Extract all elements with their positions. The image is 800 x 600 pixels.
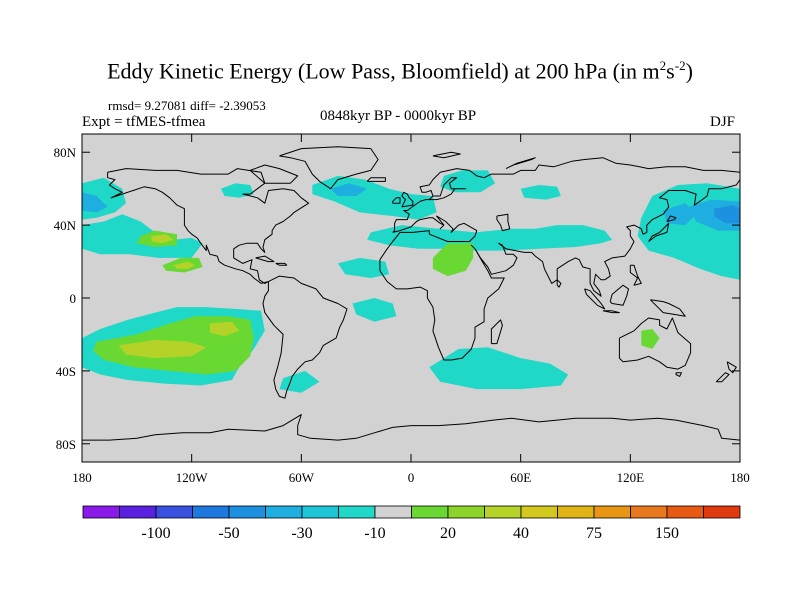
colorbar: -100 -50 -30 -10 20 40 75 150 — [82, 505, 741, 542]
coast-uk — [401, 191, 414, 208]
colorbar-box-4 — [228, 505, 266, 519]
x-tick-label-1: 120W — [176, 470, 209, 485]
coast-antarctica — [82, 414, 740, 441]
coast-greenland — [279, 146, 379, 190]
colorbar-box-9 — [411, 505, 449, 519]
region-north-pacific-west-core — [82, 192, 108, 213]
title-sup-1: 2 — [659, 58, 667, 73]
coast-sumatra — [584, 288, 606, 310]
colorbar-box-0 — [82, 505, 120, 519]
region-south-indian — [429, 347, 569, 390]
colorbar-label-3: -10 — [364, 525, 385, 542]
coast-novaya-zemlya — [505, 157, 536, 170]
colorbar-box-2 — [155, 505, 193, 519]
y-axis: 80N 40N 0 40S 80S — [54, 145, 740, 452]
coast-svalbard — [432, 151, 461, 159]
region-africa-green — [432, 243, 474, 277]
colorbar-box-11 — [484, 505, 522, 519]
title-text: Eddy Kinetic Energy (Low Pass, Bloomfiel… — [107, 58, 660, 84]
x-tick-label-6: 180 — [730, 470, 750, 485]
region-south-atlantic-cyan — [279, 370, 320, 393]
x-tick-label-3: 0 — [408, 470, 415, 485]
region-north-atlantic-core — [330, 183, 368, 196]
x-axis: 180 120W 60W 0 60E 120E 180 — [72, 134, 750, 485]
colorbar-label-6: 75 — [586, 525, 602, 542]
region-subtropical-jet — [367, 225, 613, 251]
coast-baffin — [249, 164, 299, 184]
title-end: ) — [685, 58, 693, 84]
colorbar-label-2: -30 — [291, 525, 312, 542]
coast-north-america — [107, 168, 310, 284]
coast-south-america — [262, 275, 348, 399]
coast-philippines — [629, 264, 642, 286]
region-south-pacific-core — [118, 339, 207, 359]
region-mid-atlantic — [337, 257, 390, 278]
x-tick-label-4: 60E — [510, 470, 531, 485]
colorbar-box-5 — [265, 505, 303, 519]
colorbar-label-5: 40 — [513, 525, 529, 542]
coast-borneo — [609, 284, 629, 306]
expt-text: Expt = tfMES-tfmea — [82, 114, 206, 130]
colorbar-label-0: -100 — [141, 525, 170, 542]
coast-hokkaido — [666, 215, 677, 222]
region-japan-core — [663, 203, 697, 226]
y-tick-label-2: 0 — [70, 291, 77, 306]
coast-ireland — [392, 197, 401, 204]
coast-new-zealand-north — [726, 361, 737, 374]
coast-new-guinea — [650, 299, 686, 317]
coast-caspian — [496, 213, 511, 232]
map-background — [82, 134, 740, 462]
y-tick-label-3: 40S — [56, 364, 76, 379]
coast-madagascar — [490, 319, 503, 345]
colorbar-box-6 — [301, 505, 339, 519]
region-hawaii-core — [173, 261, 196, 269]
colorbar-box-12 — [520, 505, 558, 519]
coast-java — [602, 310, 620, 314]
colorbar-box-1 — [119, 505, 157, 519]
x-tick-label-5: 120E — [617, 470, 645, 485]
coast-sri-lanka — [556, 279, 562, 288]
x-tick-label-0: 180 — [72, 470, 92, 485]
season-text: DJF — [710, 114, 736, 130]
coast-new-zealand-south — [715, 372, 730, 383]
coast-cuba — [255, 255, 275, 263]
coast-iceland — [366, 177, 386, 182]
coast-hispaniola — [275, 262, 288, 266]
colorbar-box-7 — [338, 505, 376, 519]
colorbar-box-16 — [666, 505, 704, 519]
stats-text: rmsd= 9.27081 diff= -2.39053 — [108, 98, 266, 113]
colorbar-box-15 — [630, 505, 668, 519]
period-text: 0848kyr BP - 0000kyr BP — [320, 108, 477, 124]
region-urals — [520, 185, 561, 200]
title-text-s: s — [666, 58, 675, 84]
colorbar-label-4: 20 — [440, 525, 456, 542]
coast-australia — [618, 317, 692, 370]
coast-japan — [648, 222, 670, 242]
colorbar-box-8 — [374, 505, 412, 519]
contour-regions — [82, 170, 740, 393]
colorbar-box-17 — [703, 505, 741, 519]
y-tick-label-1: 40N — [54, 218, 77, 233]
coastlines — [82, 146, 740, 441]
region-scandinavia — [440, 170, 496, 193]
y-tick-label-4: 80S — [56, 437, 76, 452]
colorbar-box-13 — [557, 505, 595, 519]
colorbar-box-10 — [447, 505, 485, 519]
region-south-pacific-core-2 — [209, 321, 240, 337]
x-tick-label-2: 60W — [289, 470, 315, 485]
colorbar-box-3 — [192, 505, 230, 519]
y-tick-label-0: 80N — [54, 145, 77, 160]
region-equatorial-atlantic — [352, 298, 397, 322]
title-sup-2: -2 — [674, 58, 686, 73]
colorbar-label-7: 150 — [655, 525, 679, 542]
region-australia-green — [641, 329, 660, 349]
region-nw-pacific-deep — [714, 205, 740, 224]
coast-tasmania — [675, 372, 682, 377]
coast-eurasia-africa — [379, 157, 740, 361]
colorbar-label-1: -50 — [218, 525, 239, 542]
region-north-pacific-inner-core — [151, 234, 174, 244]
colorbar-box-14 — [593, 505, 631, 519]
chart-title: Eddy Kinetic Energy (Low Pass, Bloomfiel… — [0, 58, 800, 84]
